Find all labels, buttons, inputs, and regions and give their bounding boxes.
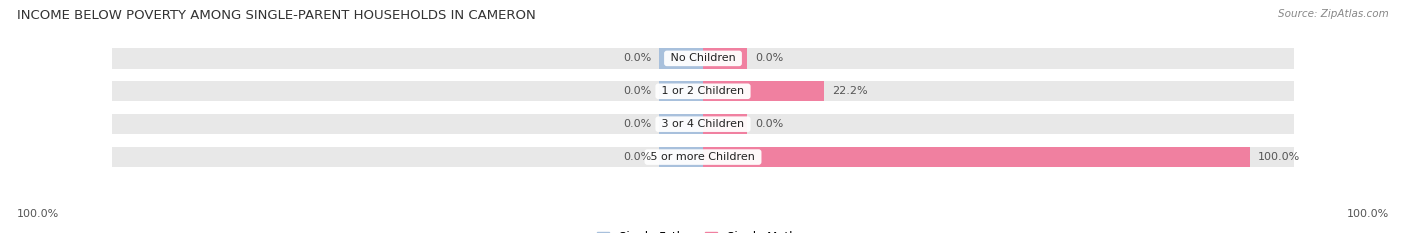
Bar bbox=[112, 147, 747, 167]
Text: 100.0%: 100.0% bbox=[1347, 209, 1389, 219]
Bar bbox=[659, 81, 703, 102]
Bar bbox=[112, 81, 747, 102]
Text: 100.0%: 100.0% bbox=[17, 209, 59, 219]
Text: 100.0%: 100.0% bbox=[1258, 152, 1301, 162]
Text: 5 or more Children: 5 or more Children bbox=[647, 152, 759, 162]
Text: 3 or 4 Children: 3 or 4 Children bbox=[658, 119, 748, 129]
Bar bbox=[659, 48, 703, 69]
Bar bbox=[659, 147, 703, 167]
Bar bbox=[703, 81, 824, 102]
Bar bbox=[112, 48, 747, 69]
Text: 0.0%: 0.0% bbox=[623, 119, 651, 129]
Text: 0.0%: 0.0% bbox=[623, 152, 651, 162]
Bar bbox=[703, 147, 1250, 167]
Text: No Children: No Children bbox=[666, 53, 740, 63]
Text: INCOME BELOW POVERTY AMONG SINGLE-PARENT HOUSEHOLDS IN CAMERON: INCOME BELOW POVERTY AMONG SINGLE-PARENT… bbox=[17, 9, 536, 22]
Text: 0.0%: 0.0% bbox=[623, 86, 651, 96]
Bar bbox=[659, 114, 703, 134]
Bar bbox=[112, 147, 1294, 167]
Legend: Single Father, Single Mother: Single Father, Single Mother bbox=[593, 226, 813, 233]
Bar bbox=[703, 48, 747, 69]
Bar bbox=[112, 48, 1294, 69]
Text: 22.2%: 22.2% bbox=[832, 86, 869, 96]
Bar bbox=[112, 114, 747, 134]
Text: 0.0%: 0.0% bbox=[623, 53, 651, 63]
Text: 1 or 2 Children: 1 or 2 Children bbox=[658, 86, 748, 96]
Text: Source: ZipAtlas.com: Source: ZipAtlas.com bbox=[1278, 9, 1389, 19]
Text: 0.0%: 0.0% bbox=[755, 53, 783, 63]
Bar bbox=[112, 81, 1294, 102]
Text: 0.0%: 0.0% bbox=[755, 119, 783, 129]
Bar bbox=[703, 114, 747, 134]
Bar bbox=[112, 114, 1294, 134]
